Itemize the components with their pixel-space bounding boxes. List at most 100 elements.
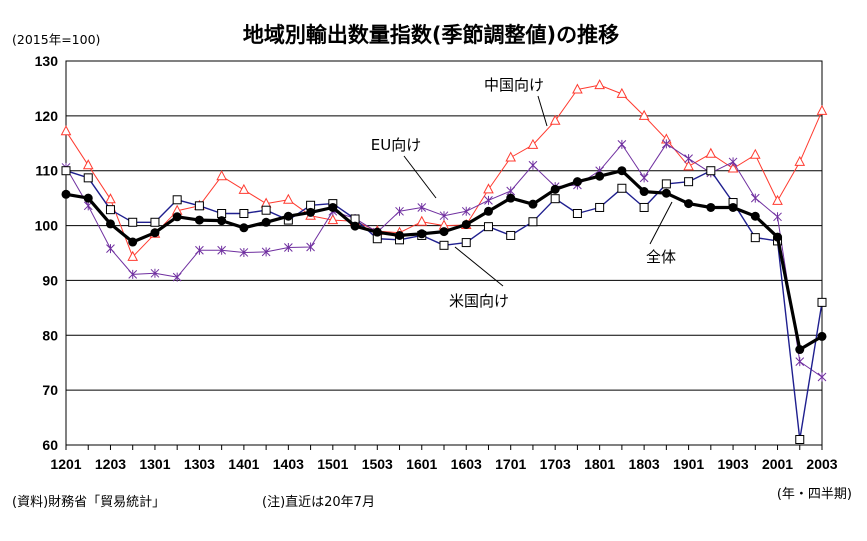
data-point-us (105, 205, 115, 215)
data-point-total (372, 227, 382, 237)
data-point-us (639, 202, 649, 212)
data-point-eu (239, 247, 249, 257)
data-point-total (595, 171, 605, 181)
data-point-eu (395, 206, 404, 216)
data-point-us (506, 230, 516, 240)
grid (66, 115, 822, 391)
data-point-eu (172, 272, 182, 282)
data-point-china (283, 193, 294, 204)
plot-frame (65, 60, 823, 446)
series-label-eu: EU向け (371, 136, 421, 154)
label-leader-us (454, 246, 504, 287)
data-point-china (727, 162, 739, 173)
data-point-eu (306, 242, 315, 252)
y-tick-label: 60 (42, 437, 58, 453)
x-tick-label: 1303 (184, 456, 215, 472)
data-point-eu (150, 268, 160, 278)
data-point-total (661, 188, 671, 198)
data-point-total (350, 221, 360, 231)
y-tick-label: 100 (35, 218, 59, 234)
data-point-total (461, 219, 471, 229)
chart-title: 地域別輸出数量指数(季節調整値)の推移 (243, 23, 619, 47)
data-point-total (483, 206, 493, 216)
data-point-eu (817, 372, 827, 382)
data-point-us (194, 201, 204, 211)
label-leader-china (537, 95, 548, 127)
annotations: 中国向け EU向け 米国向け 全体 (371, 76, 676, 310)
data-point-china (527, 138, 539, 149)
data-point-us (439, 240, 449, 250)
x-tick-label: 1301 (139, 456, 170, 472)
x-tick-label: 1701 (495, 456, 526, 472)
series-line-eu (65, 143, 823, 378)
data-point-china (505, 151, 517, 162)
y-tick-label: 90 (42, 272, 58, 288)
data-point-china (82, 159, 94, 170)
data-point-eu (128, 269, 138, 279)
data-point-china (594, 79, 605, 90)
y-tick-label: 70 (42, 382, 58, 398)
data-point-eu (461, 206, 471, 216)
data-point-total (239, 223, 249, 233)
x-tick-label: 2003 (806, 456, 837, 472)
data-point-total (528, 199, 538, 209)
data-point-us (572, 209, 582, 219)
data-point-us (172, 195, 182, 205)
data-point-total (105, 219, 115, 229)
data-point-total (306, 207, 316, 217)
data-point-us (684, 177, 694, 187)
data-point-total (128, 237, 138, 247)
x-tick-label: 1703 (540, 456, 571, 472)
data-point-us (150, 217, 160, 227)
data-point-total (439, 227, 449, 237)
data-point-eu (217, 245, 227, 255)
data-point-eu (484, 195, 493, 205)
data-point-eu (795, 357, 805, 367)
x-tick-label: 1801 (584, 456, 615, 472)
label-leader-total (649, 201, 673, 245)
data-point-us (528, 217, 538, 227)
y-tick-label: 130 (35, 53, 59, 69)
series-label-us: 米国向け (449, 292, 509, 310)
x-tick-label: 1603 (451, 456, 482, 472)
data-point-eu (728, 157, 738, 167)
data-point-us (706, 166, 716, 176)
data-point-us (750, 233, 760, 243)
data-point-total (506, 193, 516, 203)
data-point-us (239, 209, 249, 219)
data-point-total (172, 212, 182, 222)
data-point-us (261, 205, 271, 215)
data-point-eu (261, 247, 271, 257)
data-point-total (817, 331, 827, 341)
data-point-total (617, 166, 627, 176)
series-total (61, 166, 827, 355)
data-point-eu (617, 139, 627, 149)
series-label-total: 全体 (646, 248, 676, 266)
data-point-total (728, 202, 738, 212)
data-point-china (638, 109, 650, 120)
data-point-china (816, 104, 828, 115)
data-point-china (683, 160, 694, 171)
data-point-eu (417, 202, 427, 212)
x-tick-label: 1401 (228, 456, 259, 472)
series-label-china: 中国向け (484, 76, 544, 94)
y-axis: 60 70 80 90 100 110 120 130 (35, 53, 59, 453)
x-tick-label: 1803 (629, 456, 660, 472)
data-point-total (83, 193, 93, 203)
y-tick-label: 110 (35, 163, 58, 179)
data-point-total (639, 187, 649, 197)
x-tick-label: 1501 (317, 456, 348, 472)
footer-note: (注)直近は20年7月 (262, 495, 375, 510)
data-point-china (216, 170, 227, 181)
data-point-china (416, 215, 428, 226)
data-point-total (328, 202, 338, 212)
data-point-us (61, 166, 71, 176)
data-point-total (795, 345, 805, 355)
data-point-eu (106, 244, 115, 254)
series-eu (61, 139, 827, 382)
data-point-total (572, 177, 582, 187)
x-tick-label: 1601 (406, 456, 437, 472)
data-point-total (706, 202, 716, 212)
data-point-total (283, 211, 293, 221)
